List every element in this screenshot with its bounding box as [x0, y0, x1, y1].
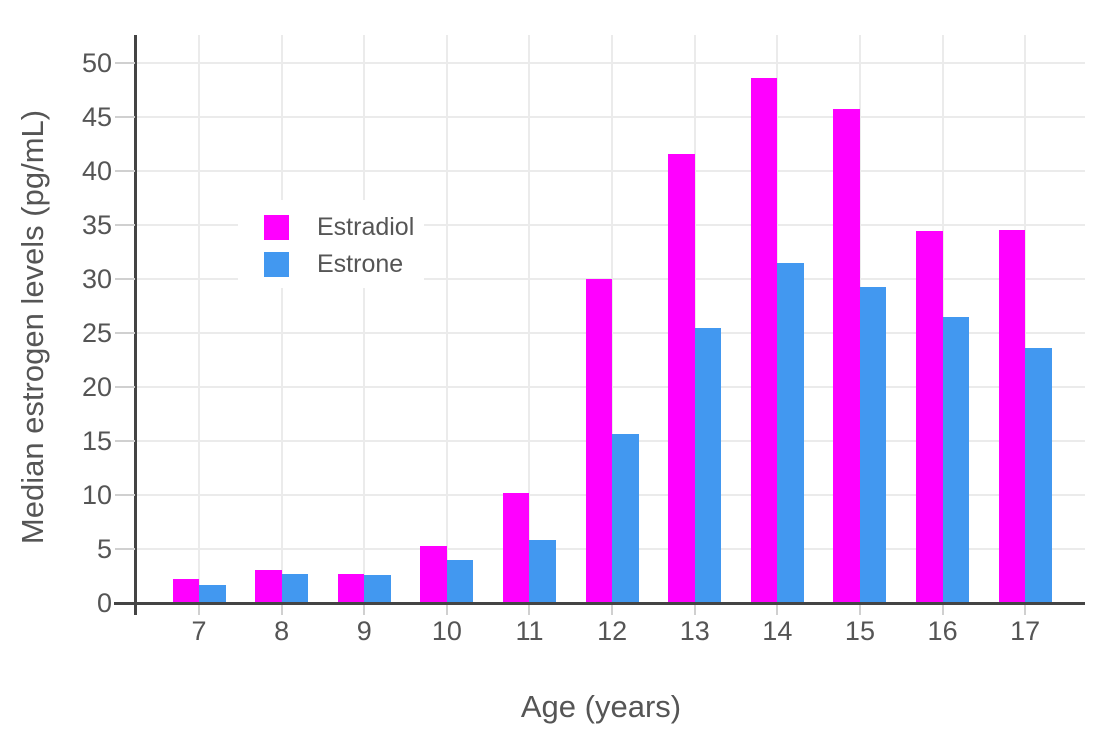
x-axis-title: Age (years)	[520, 689, 682, 724]
y-tick-mark-15	[115, 440, 135, 443]
y-tick-label-40: 40	[81, 156, 112, 187]
y-tick-label-10: 10	[81, 480, 112, 511]
legend-item-estradiol[interactable]: Estradiol	[238, 209, 424, 246]
bar-estradiol-age-11[interactable]	[502, 492, 530, 603]
x-tick-mark-8	[280, 605, 283, 615]
gridline-y-45	[135, 116, 1085, 119]
bar-estrone-age-13[interactable]	[694, 327, 722, 603]
x-tick-mark-9	[363, 605, 366, 615]
x-tick-mark-16	[941, 605, 944, 615]
y-tick-label-20: 20	[81, 372, 112, 403]
bar-estrone-age-15[interactable]	[859, 286, 887, 603]
gridline-y-35	[135, 224, 1085, 227]
bar-estrone-age-11[interactable]	[529, 540, 556, 603]
bar-estradiol-age-7[interactable]	[172, 579, 199, 603]
gridline-x-17	[1024, 35, 1027, 603]
y-tick-mark-40	[115, 170, 135, 173]
gridline-x-8	[280, 35, 283, 603]
x-tick-label-11: 11	[515, 616, 544, 646]
bar-estradiol-age-17[interactable]	[998, 229, 1026, 603]
gridline-x-11	[528, 35, 531, 603]
bar-estradiol-age-12[interactable]	[585, 279, 613, 603]
bar-estrone-age-7[interactable]	[199, 584, 226, 603]
y-tick-mark-50	[115, 62, 135, 65]
estradiol-swatch-icon	[264, 215, 289, 240]
gridline-x-13	[693, 35, 696, 603]
x-tick-label-17: 17	[1010, 616, 1041, 646]
x-tick-label-9: 9	[356, 616, 372, 646]
x-tick-label-16: 16	[927, 616, 958, 646]
y-tick-label-0: 0	[96, 588, 112, 618]
gridline-x-10	[445, 35, 448, 603]
bar-estrone-age-8[interactable]	[281, 573, 309, 603]
estrone-swatch-icon	[264, 252, 289, 277]
bar-estrone-age-16[interactable]	[942, 316, 970, 603]
bar-estrone-age-17[interactable]	[1025, 348, 1052, 603]
x-tick-label-10: 10	[431, 616, 462, 646]
y-tick-label-45: 45	[81, 102, 112, 133]
y-tick-label-35: 35	[81, 210, 112, 241]
y-tick-label-30: 30	[81, 264, 112, 295]
y-axis-title: Median estrogen levels (pg/mL)	[15, 109, 50, 545]
x-tick-mark-11	[528, 605, 531, 615]
y-axis-line	[134, 35, 137, 615]
x-tick-label-8: 8	[274, 616, 290, 646]
x-tick-mark-17	[1024, 605, 1027, 615]
x-axis-line	[114, 602, 1085, 605]
bar-estradiol-age-13[interactable]	[668, 153, 695, 603]
legend-label-estradiol: Estradiol	[317, 213, 415, 241]
bar-estradiol-age-14[interactable]	[750, 78, 778, 603]
y-tick-label-50: 50	[81, 48, 112, 79]
bar-estrone-age-9[interactable]	[364, 574, 391, 603]
gridline-x-9	[363, 35, 366, 603]
y-tick-mark-45	[115, 116, 135, 119]
y-tick-mark-5	[115, 548, 135, 551]
x-tick-mark-13	[693, 605, 696, 615]
legend-label-estrone: Estrone	[317, 250, 404, 278]
x-tick-label-12: 12	[597, 616, 628, 646]
x-tick-mark-10	[445, 605, 448, 615]
gridline-x-7	[198, 35, 200, 603]
x-tick-mark-14	[776, 605, 779, 615]
legend-item-estrone[interactable]: Estrone	[238, 246, 424, 283]
y-tick-mark-20	[115, 386, 135, 389]
y-tick-label-25: 25	[81, 318, 112, 349]
bar-estradiol-age-16[interactable]	[916, 230, 943, 603]
bar-estradiol-age-9[interactable]	[337, 573, 365, 603]
legend: Estradiol Estrone	[238, 200, 424, 288]
x-tick-mark-15	[858, 605, 861, 615]
x-tick-label-13: 13	[679, 616, 710, 646]
bar-estradiol-age-10[interactable]	[420, 545, 447, 603]
y-tick-label-15: 15	[81, 426, 112, 457]
x-tick-label-15: 15	[844, 616, 875, 646]
bar-estradiol-age-15[interactable]	[833, 108, 860, 603]
bar-estrone-age-10[interactable]	[446, 559, 474, 603]
bar-estradiol-age-8[interactable]	[255, 569, 282, 603]
y-tick-mark-30	[115, 278, 135, 281]
y-tick-mark-25	[115, 332, 135, 335]
y-tick-mark-35	[115, 224, 135, 227]
x-tick-label-7: 7	[191, 616, 207, 646]
bar-estrone-age-14[interactable]	[777, 262, 804, 603]
gridline-x-12	[611, 35, 614, 603]
x-tick-mark-7	[198, 605, 200, 615]
bar-estrone-age-12[interactable]	[612, 433, 639, 603]
y-tick-mark-10	[115, 494, 135, 497]
gridline-y-50	[135, 62, 1085, 65]
x-tick-mark-12	[611, 605, 614, 615]
gridline-y-40	[135, 170, 1085, 173]
x-tick-label-14: 14	[762, 616, 793, 646]
y-tick-label-5: 5	[96, 534, 112, 565]
